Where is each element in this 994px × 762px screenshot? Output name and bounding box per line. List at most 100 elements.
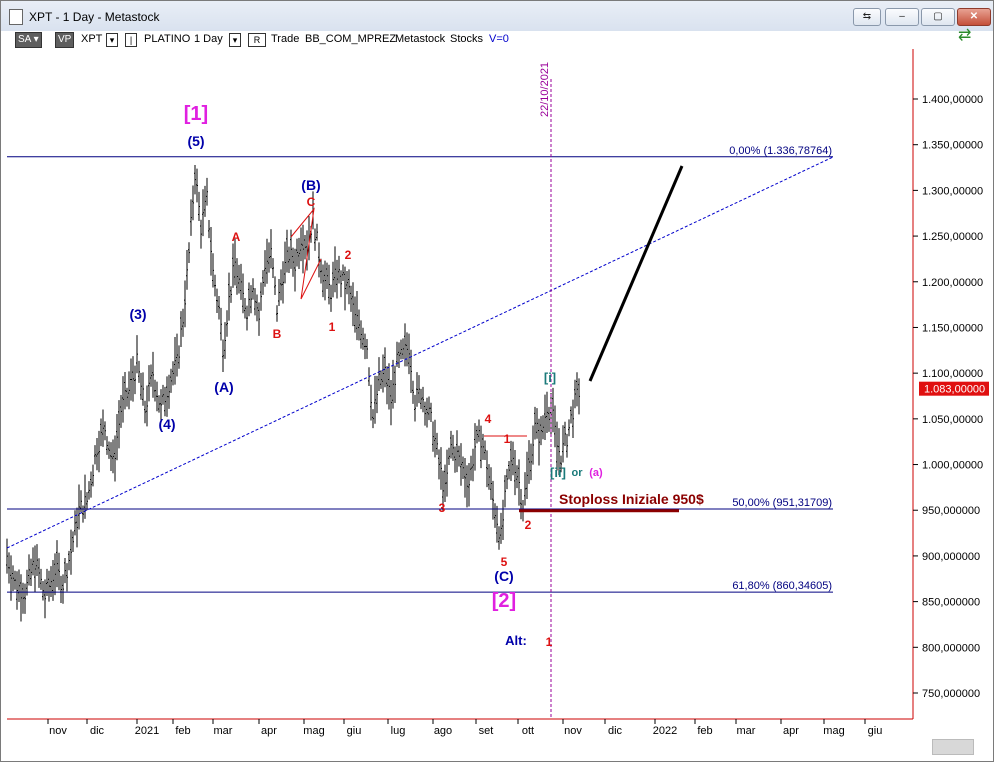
- volume-label: V=0: [489, 33, 509, 45]
- horizontal-scrollbar[interactable]: [932, 739, 974, 755]
- x-tick-label: ott: [522, 725, 534, 737]
- source-label: Metastock: [395, 33, 446, 45]
- wave-label-w3_paren: (3): [129, 306, 146, 322]
- y-tick-label: 1.250,00000: [922, 231, 983, 243]
- maximize-button[interactable]: ▢: [921, 8, 955, 26]
- y-tick-label: 1.400,00000: [922, 94, 983, 106]
- x-tick-label: mag: [823, 725, 844, 737]
- wave-label-wa_small: (a): [589, 467, 603, 479]
- x-tick-label: ago: [434, 725, 452, 737]
- x-tick-label: mar: [737, 725, 756, 737]
- y-tick-label: 750,000000: [922, 688, 980, 700]
- chart-document-icon: [9, 9, 23, 25]
- info-button[interactable]: |: [125, 33, 137, 47]
- wave-label-n4: 4: [485, 412, 492, 426]
- chart-area[interactable]: 0,00% (1.336,78764) 50,00% (951,31709) 61,…: [1, 49, 993, 761]
- y-tick-label: 1.050,00000: [922, 414, 983, 426]
- wave-label-alt: Alt:: [505, 633, 527, 648]
- y-tick-label: 1.350,00000: [922, 140, 983, 152]
- system-label: BB_COM_MPREZ: [305, 33, 397, 45]
- wave-label-wii: [ii]: [550, 465, 566, 480]
- fib-label: 61,80% (860,34605): [732, 580, 832, 592]
- x-tick-label: set: [479, 725, 494, 737]
- wave-label-wi: [i]: [544, 370, 556, 385]
- y-tick-label: 1.150,00000: [922, 322, 983, 334]
- trade-arrows-icon[interactable]: ⇄: [958, 27, 972, 44]
- y-tick-label: 1.300,00000: [922, 185, 983, 197]
- x-tick-label: feb: [175, 725, 190, 737]
- wave-label-n3: 3: [439, 501, 446, 515]
- x-tick-label: dic: [608, 725, 623, 737]
- x-tick-label: apr: [783, 725, 799, 737]
- close-button[interactable]: ✕: [957, 8, 991, 26]
- minimize-button[interactable]: –: [885, 8, 919, 26]
- x-tick-label: mar: [214, 725, 233, 737]
- candlestick-bars: [6, 165, 580, 622]
- wave-label-wC_paren: (C): [494, 568, 513, 584]
- y-tick-label: 850,000000: [922, 597, 980, 609]
- x-tick-label: 2021: [135, 725, 159, 737]
- trendline: [6, 156, 834, 549]
- wave-label-n1: 1: [329, 320, 336, 334]
- stoploss-bar: [519, 509, 679, 513]
- y-tick-label: 1.000,00000: [922, 460, 983, 472]
- symbol-label: XPT: [81, 33, 103, 45]
- wave-label-w4_paren: (4): [158, 416, 175, 432]
- symbol-dropdown[interactable]: ▾: [106, 33, 118, 47]
- y-tick-label: 800,000000: [922, 642, 980, 654]
- restore-layout-button[interactable]: ⇆: [853, 8, 881, 26]
- vp-button[interactable]: VP: [55, 32, 75, 48]
- x-tick-label: giu: [868, 725, 883, 737]
- annotations: Stoploss Iniziale 950$ [1] (5) (3) (4) (A) (B)…: [129, 103, 704, 649]
- fib-label: 0,00% (1.336,78764): [729, 145, 832, 157]
- projection-line: [588, 165, 684, 382]
- x-tick-label: apr: [261, 725, 277, 737]
- period-label: 1 Day: [194, 33, 223, 45]
- axes: 750,000000 800,000000 850,000000 900,000000…: [7, 49, 989, 737]
- trade-label: Trade: [271, 33, 300, 45]
- y-tick-label: 950,000000: [922, 505, 980, 517]
- wave-label-n2b: 2: [525, 518, 532, 532]
- wave-c-triangle: [290, 207, 322, 300]
- wave-label-w5_paren: (5): [187, 133, 204, 149]
- date-marker-label: 22/10/2021: [539, 62, 551, 117]
- wave-label-n5: 5: [501, 555, 508, 569]
- wave-label-wB_paren: (B): [301, 177, 320, 193]
- security-name: PLATINO: [144, 33, 191, 45]
- wave-label-c: C: [307, 195, 316, 209]
- x-tick-label: dic: [90, 725, 105, 737]
- chart-background: [1, 49, 993, 761]
- last-price-box: [919, 381, 989, 396]
- wave-label-n1b: 1: [504, 432, 511, 446]
- stocks-label: Stocks: [450, 33, 484, 45]
- window-title: XPT - 1 Day - Metastock: [29, 10, 160, 24]
- sa-button[interactable]: SA ▾: [15, 32, 42, 48]
- wave-label-wA_paren: (A): [214, 379, 233, 395]
- fib-lines: 0,00% (1.336,78764) 50,00% (951,31709) 61,…: [6, 62, 834, 719]
- stoploss-label: Stoploss Iniziale 950$: [559, 491, 704, 507]
- x-tick-label: mag: [303, 725, 324, 737]
- x-tick-label: lug: [391, 725, 406, 737]
- last-price-label: 1.083,00000: [924, 384, 985, 396]
- r-dropdown[interactable]: R: [248, 33, 266, 47]
- wave-label-w2_major: [2]: [492, 590, 516, 612]
- fib-label: 50,00% (951,31709): [732, 497, 832, 509]
- chevron-down-icon: ▾: [33, 34, 39, 45]
- period-dropdown[interactable]: ▾: [229, 33, 241, 47]
- wave-label-alt1: 1: [546, 635, 553, 649]
- wave-label-n2: 2: [345, 248, 352, 262]
- x-tick-label: 2022: [653, 725, 677, 737]
- wave-label-b: B: [273, 327, 282, 341]
- price-chart[interactable]: 0,00% (1.336,78764) 50,00% (951,31709) 61,…: [1, 49, 993, 761]
- wave-label-or_text: or: [572, 467, 584, 479]
- wave-label-w1_major: [1]: [184, 103, 208, 125]
- wave-label-a: A: [232, 230, 241, 244]
- x-tick-label: nov: [564, 725, 582, 737]
- x-tick-label: feb: [697, 725, 712, 737]
- y-tick-label: 1.200,00000: [922, 277, 983, 289]
- title-bar: XPT - 1 Day - Metastock ⇆ – ▢ ✕: [1, 1, 993, 32]
- x-tick-label: giu: [347, 725, 362, 737]
- x-tick-label: nov: [49, 725, 67, 737]
- y-tick-label: 900,000000: [922, 551, 980, 563]
